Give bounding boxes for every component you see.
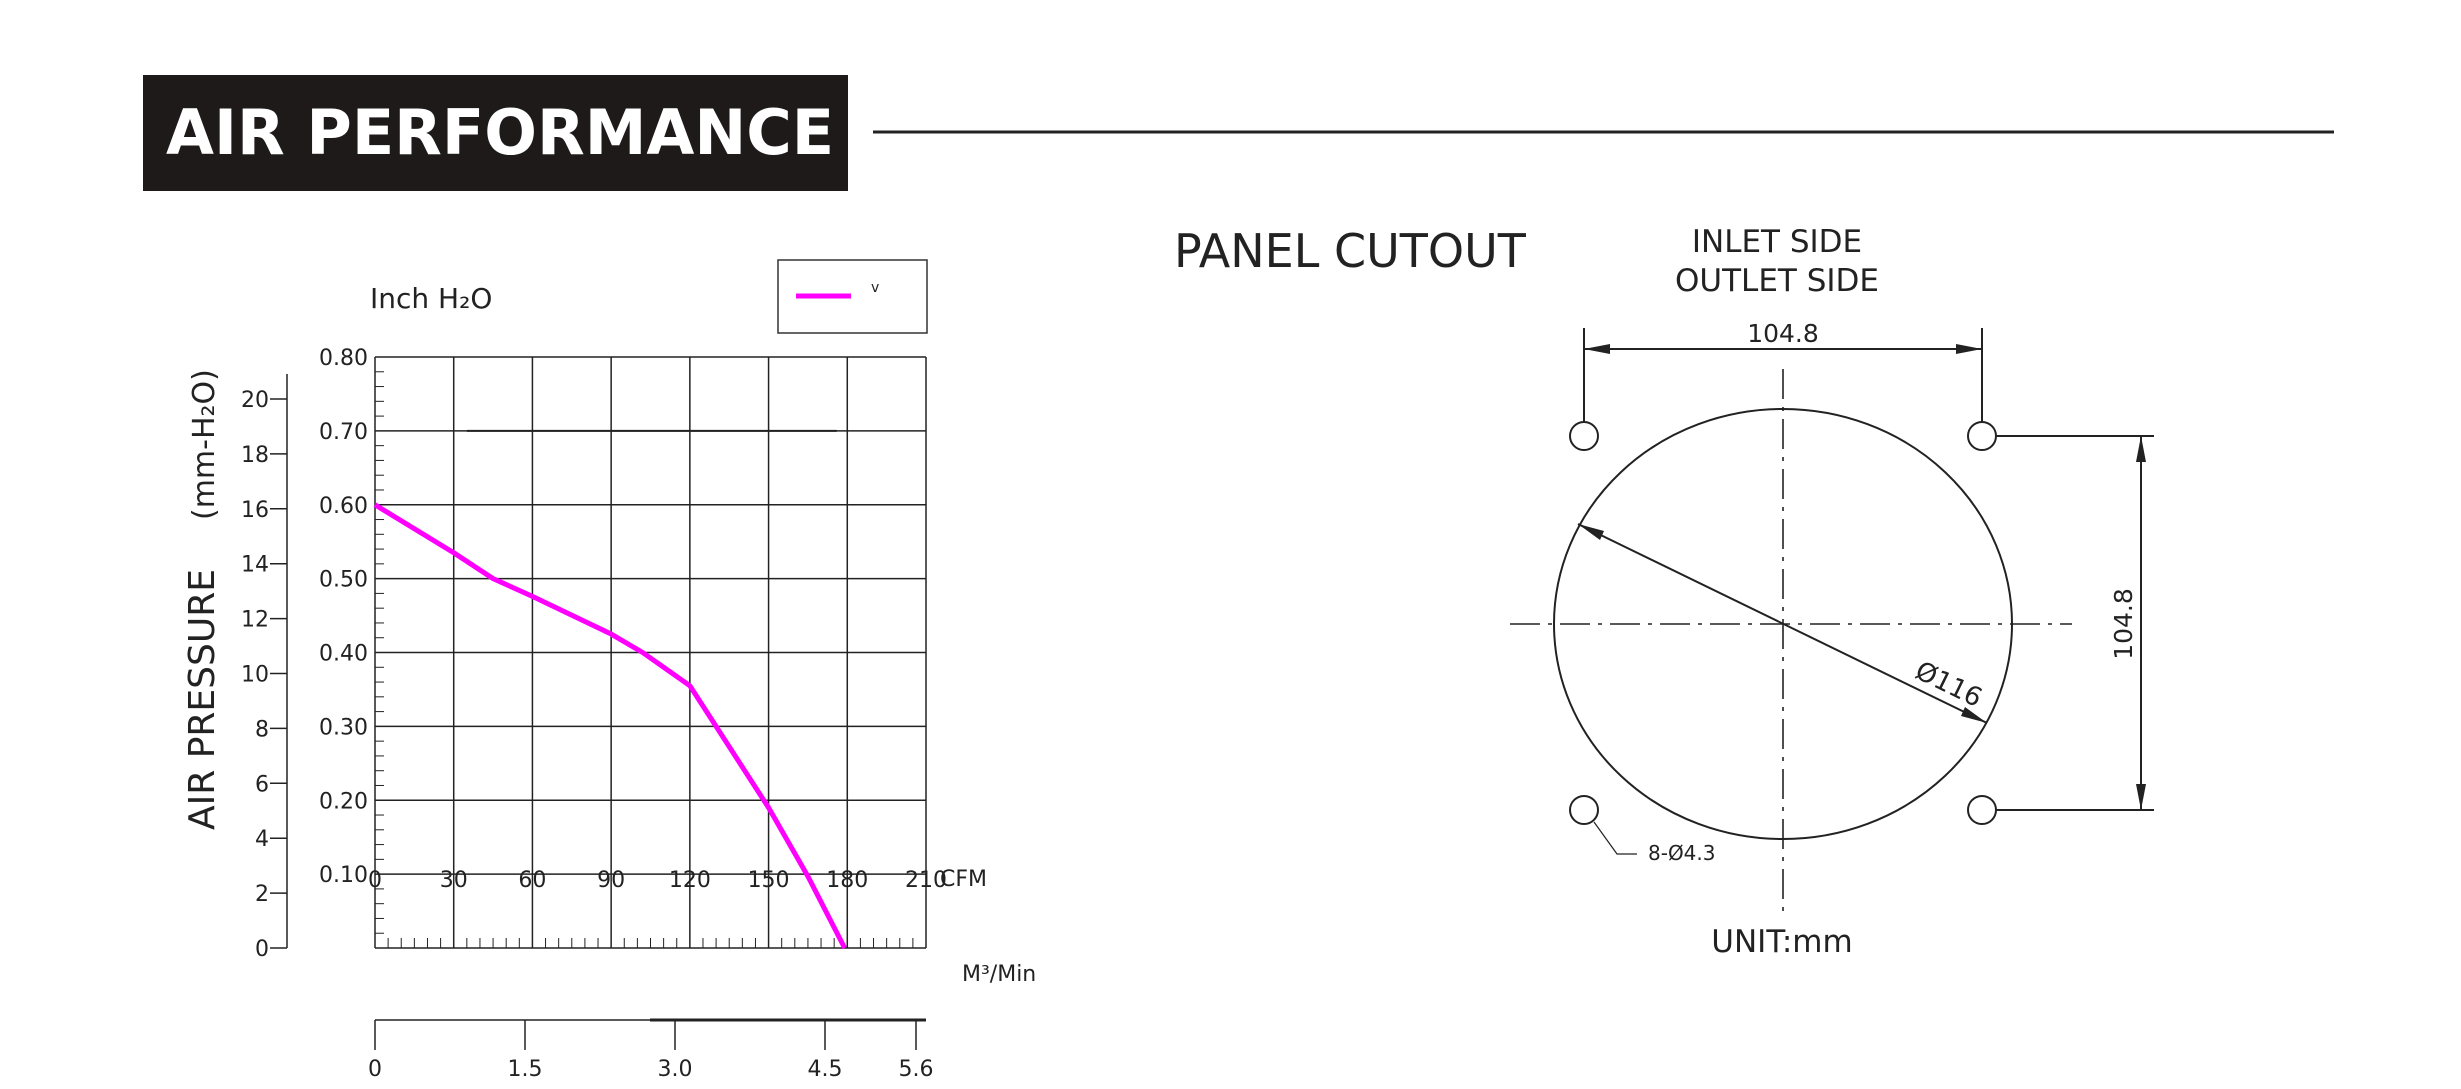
x-tick-label: 210 (905, 868, 947, 893)
x2-tick-label: 4.5 (808, 1057, 843, 1082)
x2-tick-label: 5.6 (899, 1057, 934, 1082)
y-tick-label: 0.80 (319, 346, 368, 371)
y2-tick-label: 0 (255, 937, 269, 962)
unit-label: UNIT:mm (1711, 924, 1852, 960)
legend-label: v (871, 280, 879, 296)
x2-tick-label: 1.5 (508, 1057, 543, 1082)
x2-tick-label: 3.0 (658, 1057, 693, 1082)
mount-hole (1569, 421, 1599, 451)
diameter-line (1577, 523, 1988, 724)
header-banner (143, 75, 848, 191)
x-tick-label: 60 (518, 868, 546, 893)
y2-tick-label: 4 (255, 827, 269, 852)
panel-title: PANEL CUTOUT (1174, 224, 1527, 278)
mount-hole (1967, 421, 1997, 451)
inlet-side-label: INLET SIDE (1692, 224, 1862, 260)
y-axis-title-inch: Inch H₂O (370, 282, 492, 315)
outlet-side-label: OUTLET SIDE (1675, 263, 1879, 299)
x-axis-title-cfm: CFM (940, 867, 987, 892)
y2-tick-label: 6 (255, 772, 269, 797)
y2-tick-label: 12 (241, 608, 269, 633)
y-tick-label: 0.50 (319, 568, 368, 593)
y-tick-label: 0.10 (319, 863, 368, 888)
holes-label: 8-Ø4.3 (1648, 841, 1716, 865)
y-tick-label: 0.40 (319, 642, 368, 667)
y2-tick-label: 8 (255, 717, 269, 742)
x2-tick-label: 0 (368, 1057, 382, 1082)
y-tick-label: 0.60 (319, 494, 368, 519)
panel-cutout-drawing: PANEL CUTOUT INLET SIDE OUTLET SIDE 104.… (1174, 224, 2154, 960)
hole-leader (1593, 821, 1637, 855)
legend: v (777, 259, 928, 334)
y-tick-label: 0.20 (319, 789, 368, 814)
y2-tick-label: 18 (241, 443, 269, 468)
header-title: AIR PERFORMANCE (166, 96, 834, 169)
air-performance-chart: Inch H₂O AIR PRESSURE (mm-H₂O) CFM M³/Mi… (182, 259, 1036, 1082)
y2-tick-label: 20 (241, 388, 269, 413)
x2-axis-title: M³/Min (962, 962, 1036, 987)
y2-tick-label: 2 (255, 882, 269, 907)
series-line-v (373, 502, 847, 950)
y2-axis-unit: (mm-H₂O) (187, 369, 222, 520)
y2-axis-title: AIR PRESSURE (182, 569, 223, 830)
dim-vertical-label: 104.8 (2109, 588, 2138, 660)
x-tick-label: 90 (597, 868, 625, 893)
x-tick-label: 120 (669, 868, 711, 893)
y2-tick-label: 16 (241, 498, 269, 523)
x-tick-label: 180 (826, 868, 868, 893)
y2-tick-label: 10 (241, 663, 269, 688)
y-tick-label: 0.30 (319, 715, 368, 740)
x-tick-label: 150 (748, 868, 790, 893)
mount-hole (1569, 795, 1599, 825)
dim-horizontal-label: 104.8 (1747, 319, 1819, 348)
y-tick-label: 0.70 (319, 420, 368, 445)
y2-tick-label: 14 (241, 553, 269, 578)
mount-hole (1967, 795, 1997, 825)
x-tick-label: 30 (440, 868, 468, 893)
